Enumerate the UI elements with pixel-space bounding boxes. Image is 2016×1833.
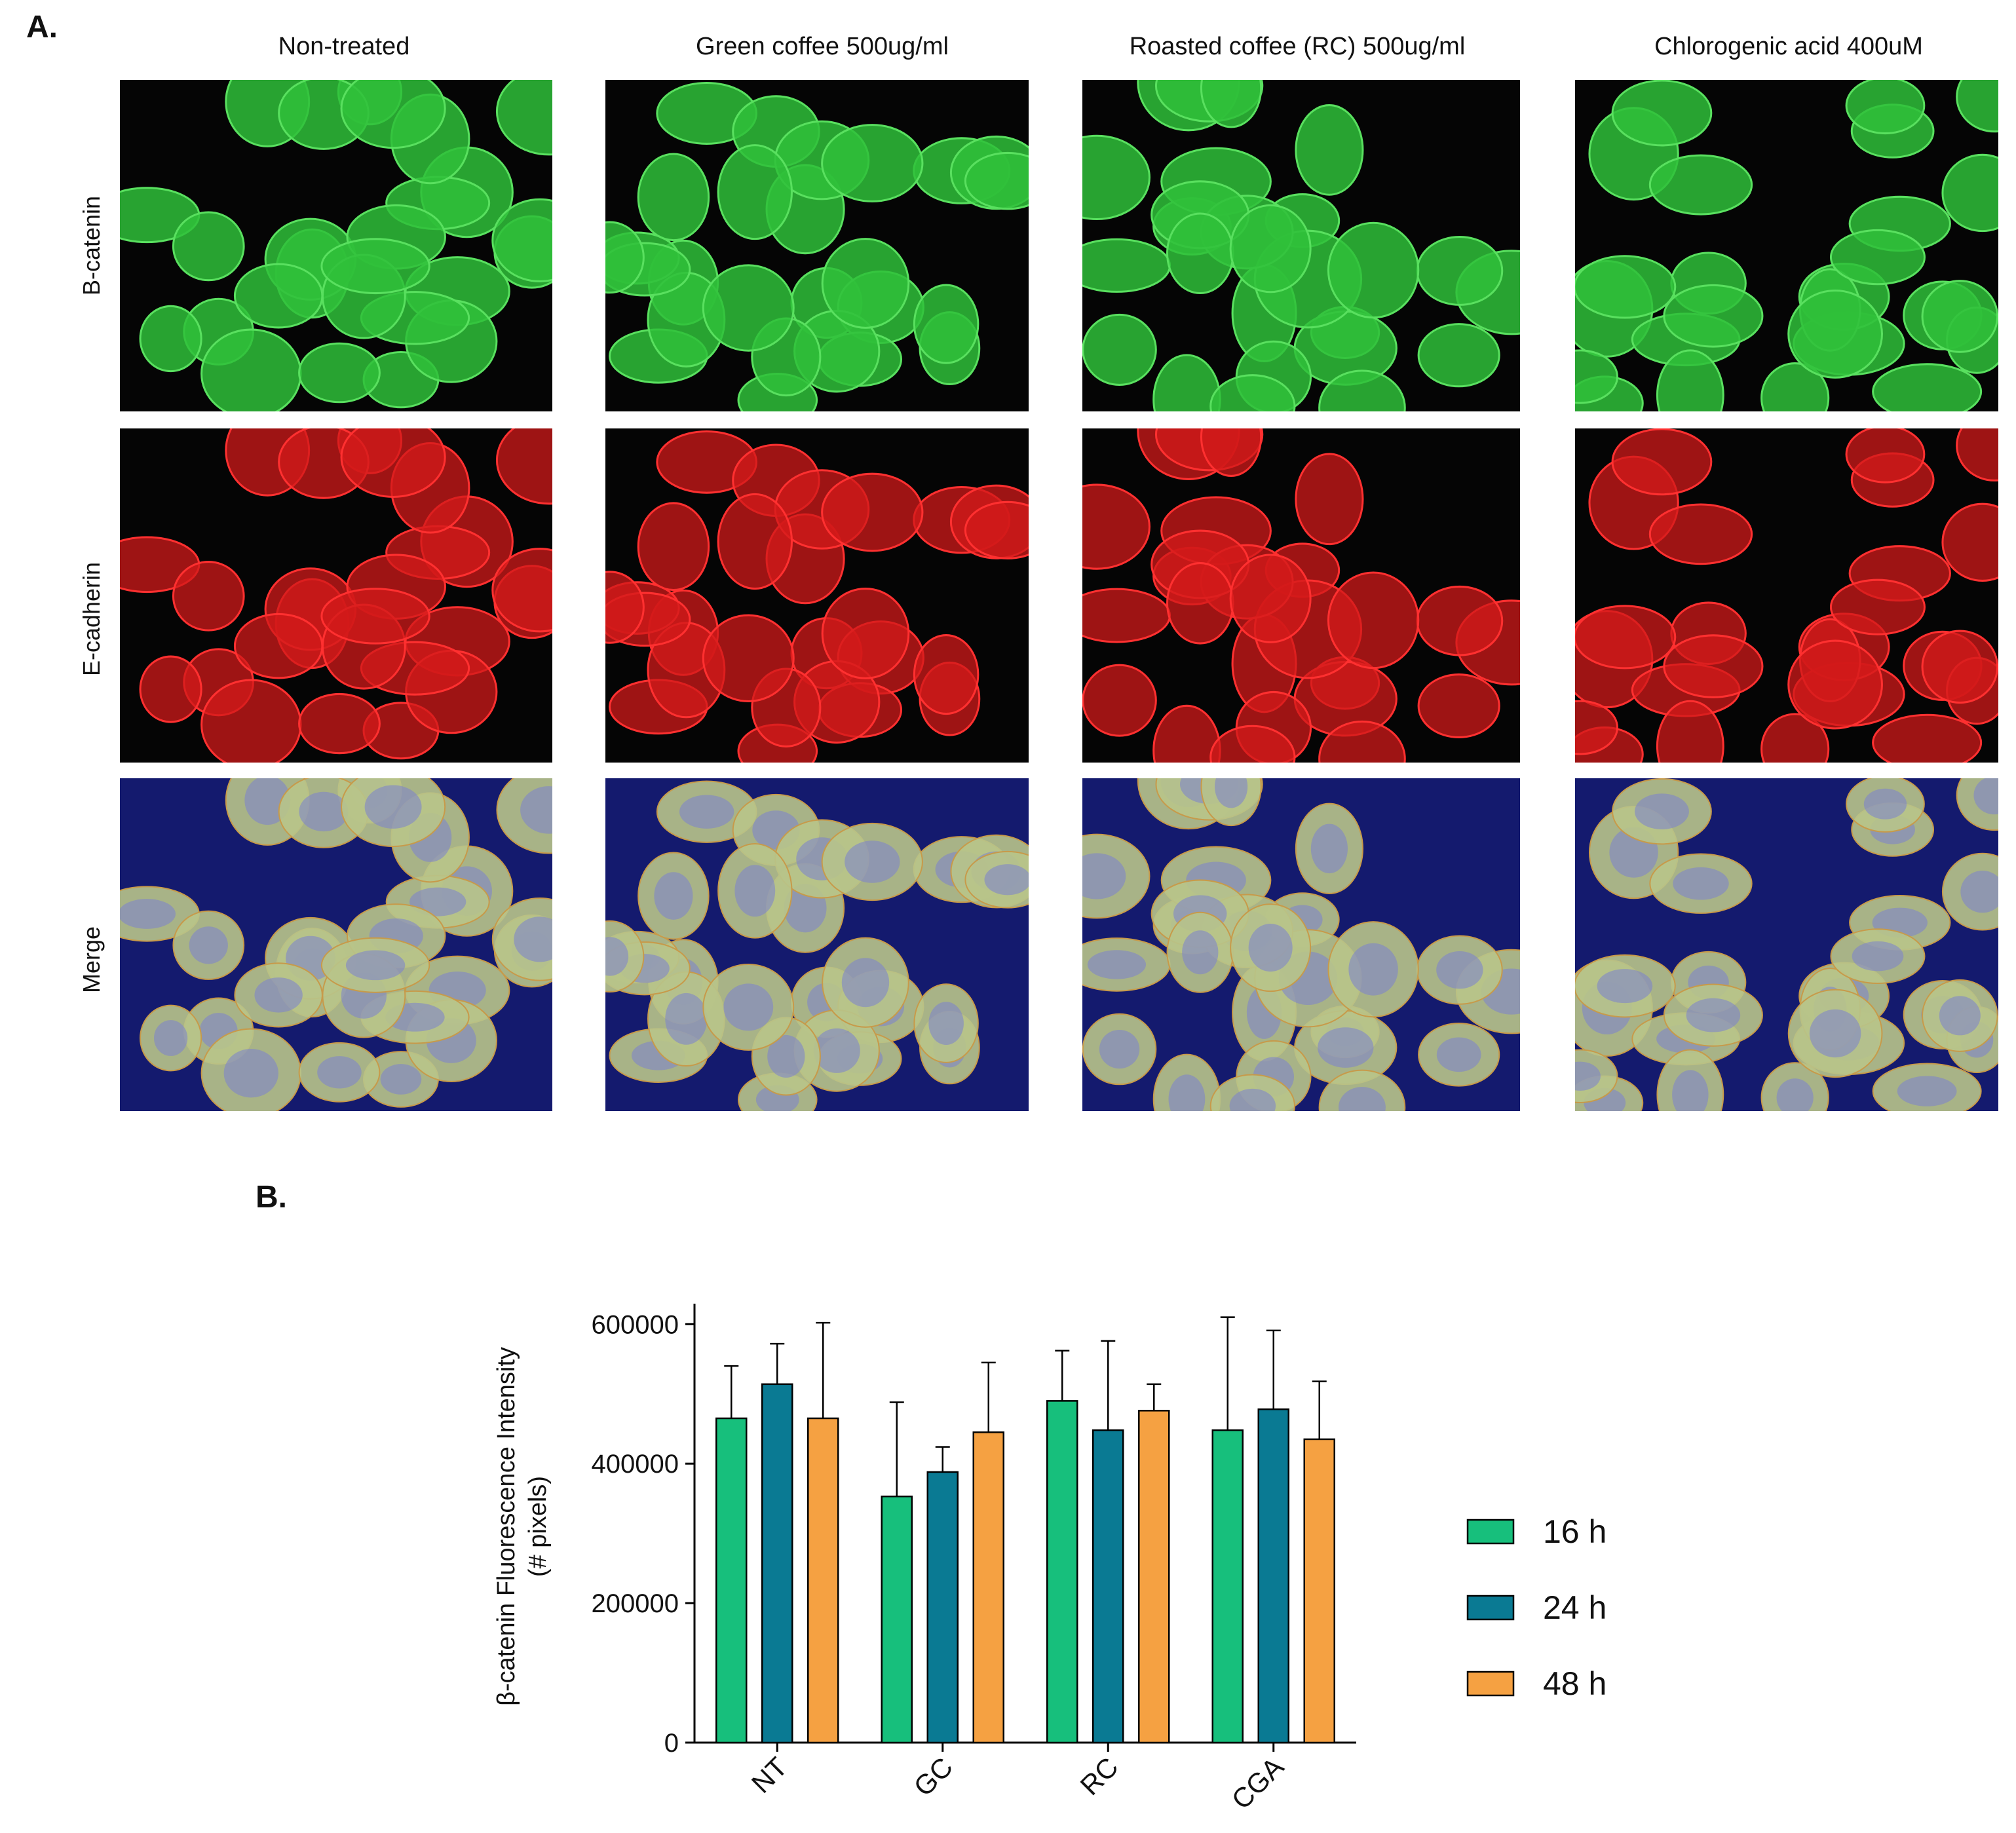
bar-chart: 0 200000 400000 600000 β-catenin Fluorescenc… bbox=[459, 1271, 1638, 1824]
column-title-green-coffee: Green coffee 500ug/ml bbox=[696, 33, 949, 60]
row-label-merge: Merge bbox=[78, 926, 105, 994]
bar bbox=[761, 1383, 793, 1744]
micrograph-e-cadherin-chlorogenic-acid bbox=[1575, 428, 1998, 763]
bar bbox=[1092, 1429, 1124, 1744]
panel-b-label: B. bbox=[256, 1180, 287, 1215]
column-title-non-treated: Non-treated bbox=[278, 33, 410, 60]
x-tick-label: RC bbox=[1074, 1751, 1124, 1801]
bar bbox=[1211, 1429, 1244, 1744]
y-tick-label: 200000 bbox=[592, 1589, 679, 1618]
panel-a-label: A. bbox=[26, 10, 58, 45]
column-title-roasted-coffee: Roasted coffee (RC) 500ug/ml bbox=[1129, 33, 1466, 60]
legend-label: 16 h bbox=[1543, 1513, 1607, 1550]
legend-label: 24 h bbox=[1543, 1589, 1607, 1626]
micrograph-b-catenin-chlorogenic-acid bbox=[1575, 80, 1998, 411]
row-label-b-catenin: B-catenin bbox=[78, 195, 105, 296]
micrograph-merge-roasted-coffee bbox=[1082, 778, 1520, 1111]
bar bbox=[807, 1417, 839, 1744]
micrograph-merge-green-coffee bbox=[605, 778, 1029, 1111]
x-tick-label: GC bbox=[907, 1751, 959, 1802]
bar bbox=[1138, 1410, 1170, 1744]
y-tick-label: 400000 bbox=[592, 1450, 679, 1479]
bar bbox=[881, 1495, 913, 1744]
legend-swatch bbox=[1466, 1595, 1515, 1621]
y-tick-label: 600000 bbox=[592, 1310, 679, 1339]
micrograph-e-cadherin-non-treated bbox=[120, 428, 552, 763]
bar bbox=[972, 1431, 1004, 1744]
micrograph-merge-chlorogenic-acid bbox=[1575, 778, 1998, 1111]
micrograph-merge-non-treated bbox=[120, 778, 552, 1111]
micrograph-b-catenin-green-coffee bbox=[605, 80, 1029, 411]
legend-swatch bbox=[1466, 1519, 1515, 1545]
bar bbox=[1303, 1438, 1335, 1744]
micrograph-e-cadherin-roasted-coffee bbox=[1082, 428, 1520, 763]
y-axis-label: β-catenin Fluorescence Intensity bbox=[493, 1347, 520, 1706]
micrograph-b-catenin-non-treated bbox=[120, 80, 552, 411]
column-title-chlorogenic-acid: Chlorogenic acid 400uM bbox=[1654, 33, 1923, 60]
row-label-e-cadherin: E-cadherin bbox=[78, 561, 105, 677]
legend-label: 48 h bbox=[1543, 1665, 1607, 1702]
bar bbox=[715, 1417, 748, 1744]
micrograph-e-cadherin-green-coffee bbox=[605, 428, 1029, 763]
chart-svg: 0 200000 400000 600000 β-catenin Fluorescenc… bbox=[493, 1304, 1607, 1815]
micrograph-b-catenin-roasted-coffee bbox=[1082, 80, 1520, 411]
x-tick-label: NT bbox=[746, 1751, 793, 1799]
bar bbox=[1257, 1408, 1289, 1744]
bar bbox=[1046, 1400, 1078, 1744]
legend-swatch bbox=[1466, 1671, 1515, 1697]
y-tick-label: 0 bbox=[664, 1729, 679, 1758]
bar bbox=[926, 1471, 959, 1744]
y-axis-label: (# pixels) bbox=[524, 1476, 552, 1577]
x-tick-label: CGA bbox=[1226, 1751, 1290, 1815]
